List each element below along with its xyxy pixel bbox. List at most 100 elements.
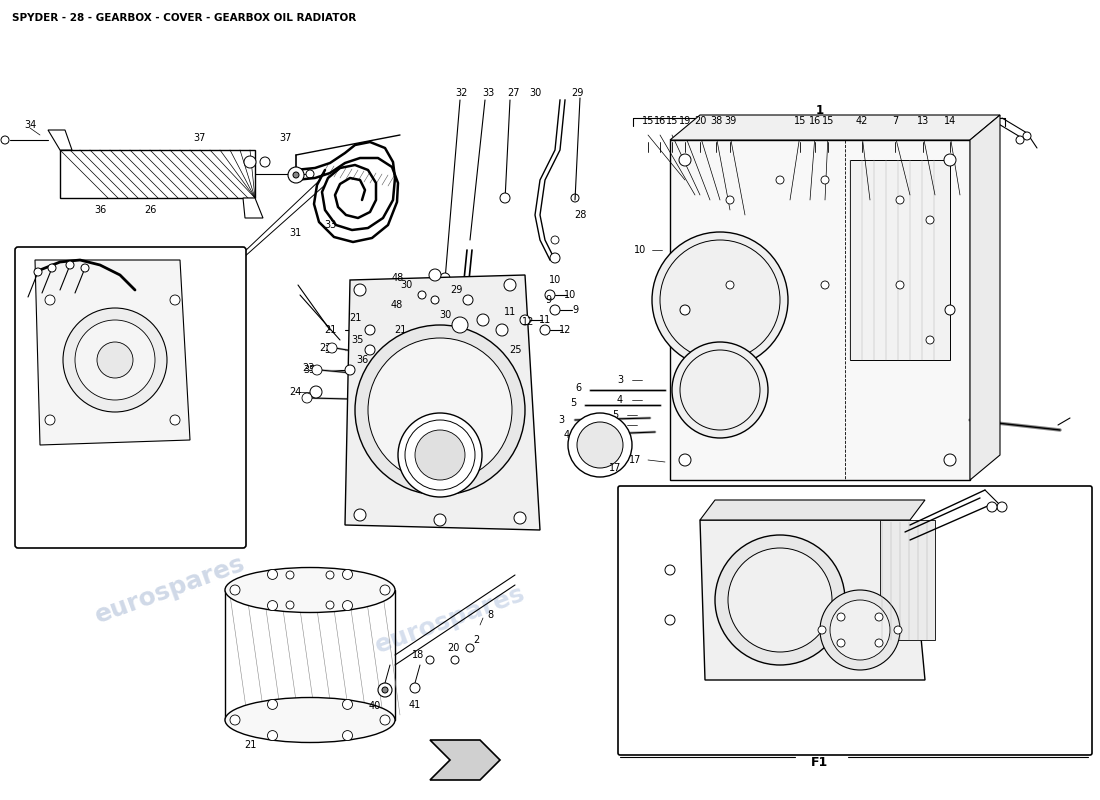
- Circle shape: [544, 290, 556, 300]
- Text: 11: 11: [539, 315, 551, 325]
- Text: 47: 47: [693, 490, 706, 500]
- Text: 36: 36: [323, 345, 337, 355]
- Text: 4: 4: [564, 430, 570, 440]
- Circle shape: [679, 454, 691, 466]
- Circle shape: [342, 730, 352, 741]
- Circle shape: [987, 502, 997, 512]
- Text: 33: 33: [84, 252, 97, 262]
- Text: 28: 28: [574, 210, 586, 220]
- Text: 16: 16: [808, 116, 821, 126]
- Text: 7: 7: [892, 116, 898, 126]
- Text: 25: 25: [508, 345, 521, 355]
- Circle shape: [666, 615, 675, 625]
- Circle shape: [896, 281, 904, 289]
- Circle shape: [354, 509, 366, 521]
- Circle shape: [894, 626, 902, 634]
- Text: eurospares: eurospares: [372, 582, 528, 658]
- Circle shape: [342, 699, 352, 710]
- Text: 37: 37: [194, 133, 206, 143]
- Circle shape: [382, 687, 388, 693]
- Circle shape: [429, 269, 441, 281]
- Text: 48: 48: [392, 273, 404, 283]
- Circle shape: [267, 570, 277, 579]
- Polygon shape: [35, 260, 190, 445]
- Circle shape: [326, 571, 334, 579]
- Text: 20: 20: [694, 116, 706, 126]
- Circle shape: [837, 639, 845, 647]
- Circle shape: [365, 345, 375, 355]
- Circle shape: [514, 512, 526, 524]
- Circle shape: [312, 365, 322, 375]
- Circle shape: [540, 325, 550, 335]
- Text: 44: 44: [741, 490, 755, 500]
- Text: 6: 6: [575, 383, 581, 393]
- Bar: [880, 520, 935, 640]
- Text: 32: 32: [455, 88, 469, 98]
- Circle shape: [365, 325, 375, 335]
- Text: USA da Ass. Nr. 6809: USA da Ass. Nr. 6809: [68, 482, 191, 492]
- Circle shape: [520, 315, 530, 325]
- Text: 44: 44: [738, 715, 751, 725]
- Text: 18: 18: [411, 650, 425, 660]
- Circle shape: [434, 514, 446, 526]
- Circle shape: [466, 644, 474, 652]
- Circle shape: [63, 308, 167, 412]
- Circle shape: [874, 639, 883, 647]
- Text: 50: 50: [64, 252, 77, 262]
- Circle shape: [551, 236, 559, 244]
- Circle shape: [354, 284, 366, 296]
- Text: F1: F1: [812, 755, 828, 769]
- Text: 30: 30: [400, 280, 412, 290]
- Text: 35: 35: [352, 335, 364, 345]
- Circle shape: [267, 699, 277, 710]
- Text: 21: 21: [323, 325, 337, 335]
- Text: 23: 23: [301, 363, 315, 373]
- Circle shape: [568, 413, 632, 477]
- Circle shape: [820, 590, 900, 670]
- Circle shape: [728, 548, 832, 652]
- Circle shape: [66, 261, 74, 269]
- Circle shape: [45, 295, 55, 305]
- Circle shape: [418, 291, 426, 299]
- Text: 29: 29: [571, 88, 583, 98]
- Text: 46: 46: [815, 715, 828, 725]
- Text: 43: 43: [679, 505, 692, 515]
- FancyBboxPatch shape: [15, 247, 246, 548]
- Circle shape: [431, 296, 439, 304]
- Text: 36: 36: [94, 205, 106, 215]
- Text: 21: 21: [349, 313, 361, 323]
- Circle shape: [500, 193, 510, 203]
- Text: 9: 9: [544, 295, 551, 305]
- Circle shape: [496, 324, 508, 336]
- Text: 33: 33: [482, 88, 494, 98]
- Circle shape: [45, 415, 55, 425]
- Circle shape: [680, 305, 690, 315]
- Text: 22: 22: [319, 343, 331, 353]
- Circle shape: [310, 386, 322, 398]
- Text: 33: 33: [21, 278, 35, 288]
- Text: 10: 10: [564, 290, 576, 300]
- Text: 15: 15: [666, 116, 679, 126]
- Text: 47: 47: [781, 710, 794, 720]
- Text: 39: 39: [724, 116, 736, 126]
- Text: 29: 29: [21, 400, 35, 410]
- Text: 3: 3: [617, 375, 623, 385]
- Text: 33: 33: [323, 220, 337, 230]
- Circle shape: [415, 430, 465, 480]
- Text: 15: 15: [822, 116, 834, 126]
- Circle shape: [230, 585, 240, 595]
- Text: 10: 10: [634, 245, 646, 255]
- Polygon shape: [700, 500, 925, 520]
- Text: 9: 9: [572, 305, 579, 315]
- Text: 3: 3: [558, 415, 564, 425]
- Text: 30: 30: [439, 310, 451, 320]
- Polygon shape: [700, 520, 925, 680]
- Text: 47: 47: [1015, 695, 1028, 705]
- Circle shape: [776, 176, 784, 184]
- Circle shape: [821, 281, 829, 289]
- Circle shape: [874, 613, 883, 621]
- Circle shape: [837, 613, 845, 621]
- Text: 21: 21: [244, 740, 256, 750]
- Text: 42: 42: [856, 116, 868, 126]
- Circle shape: [926, 216, 934, 224]
